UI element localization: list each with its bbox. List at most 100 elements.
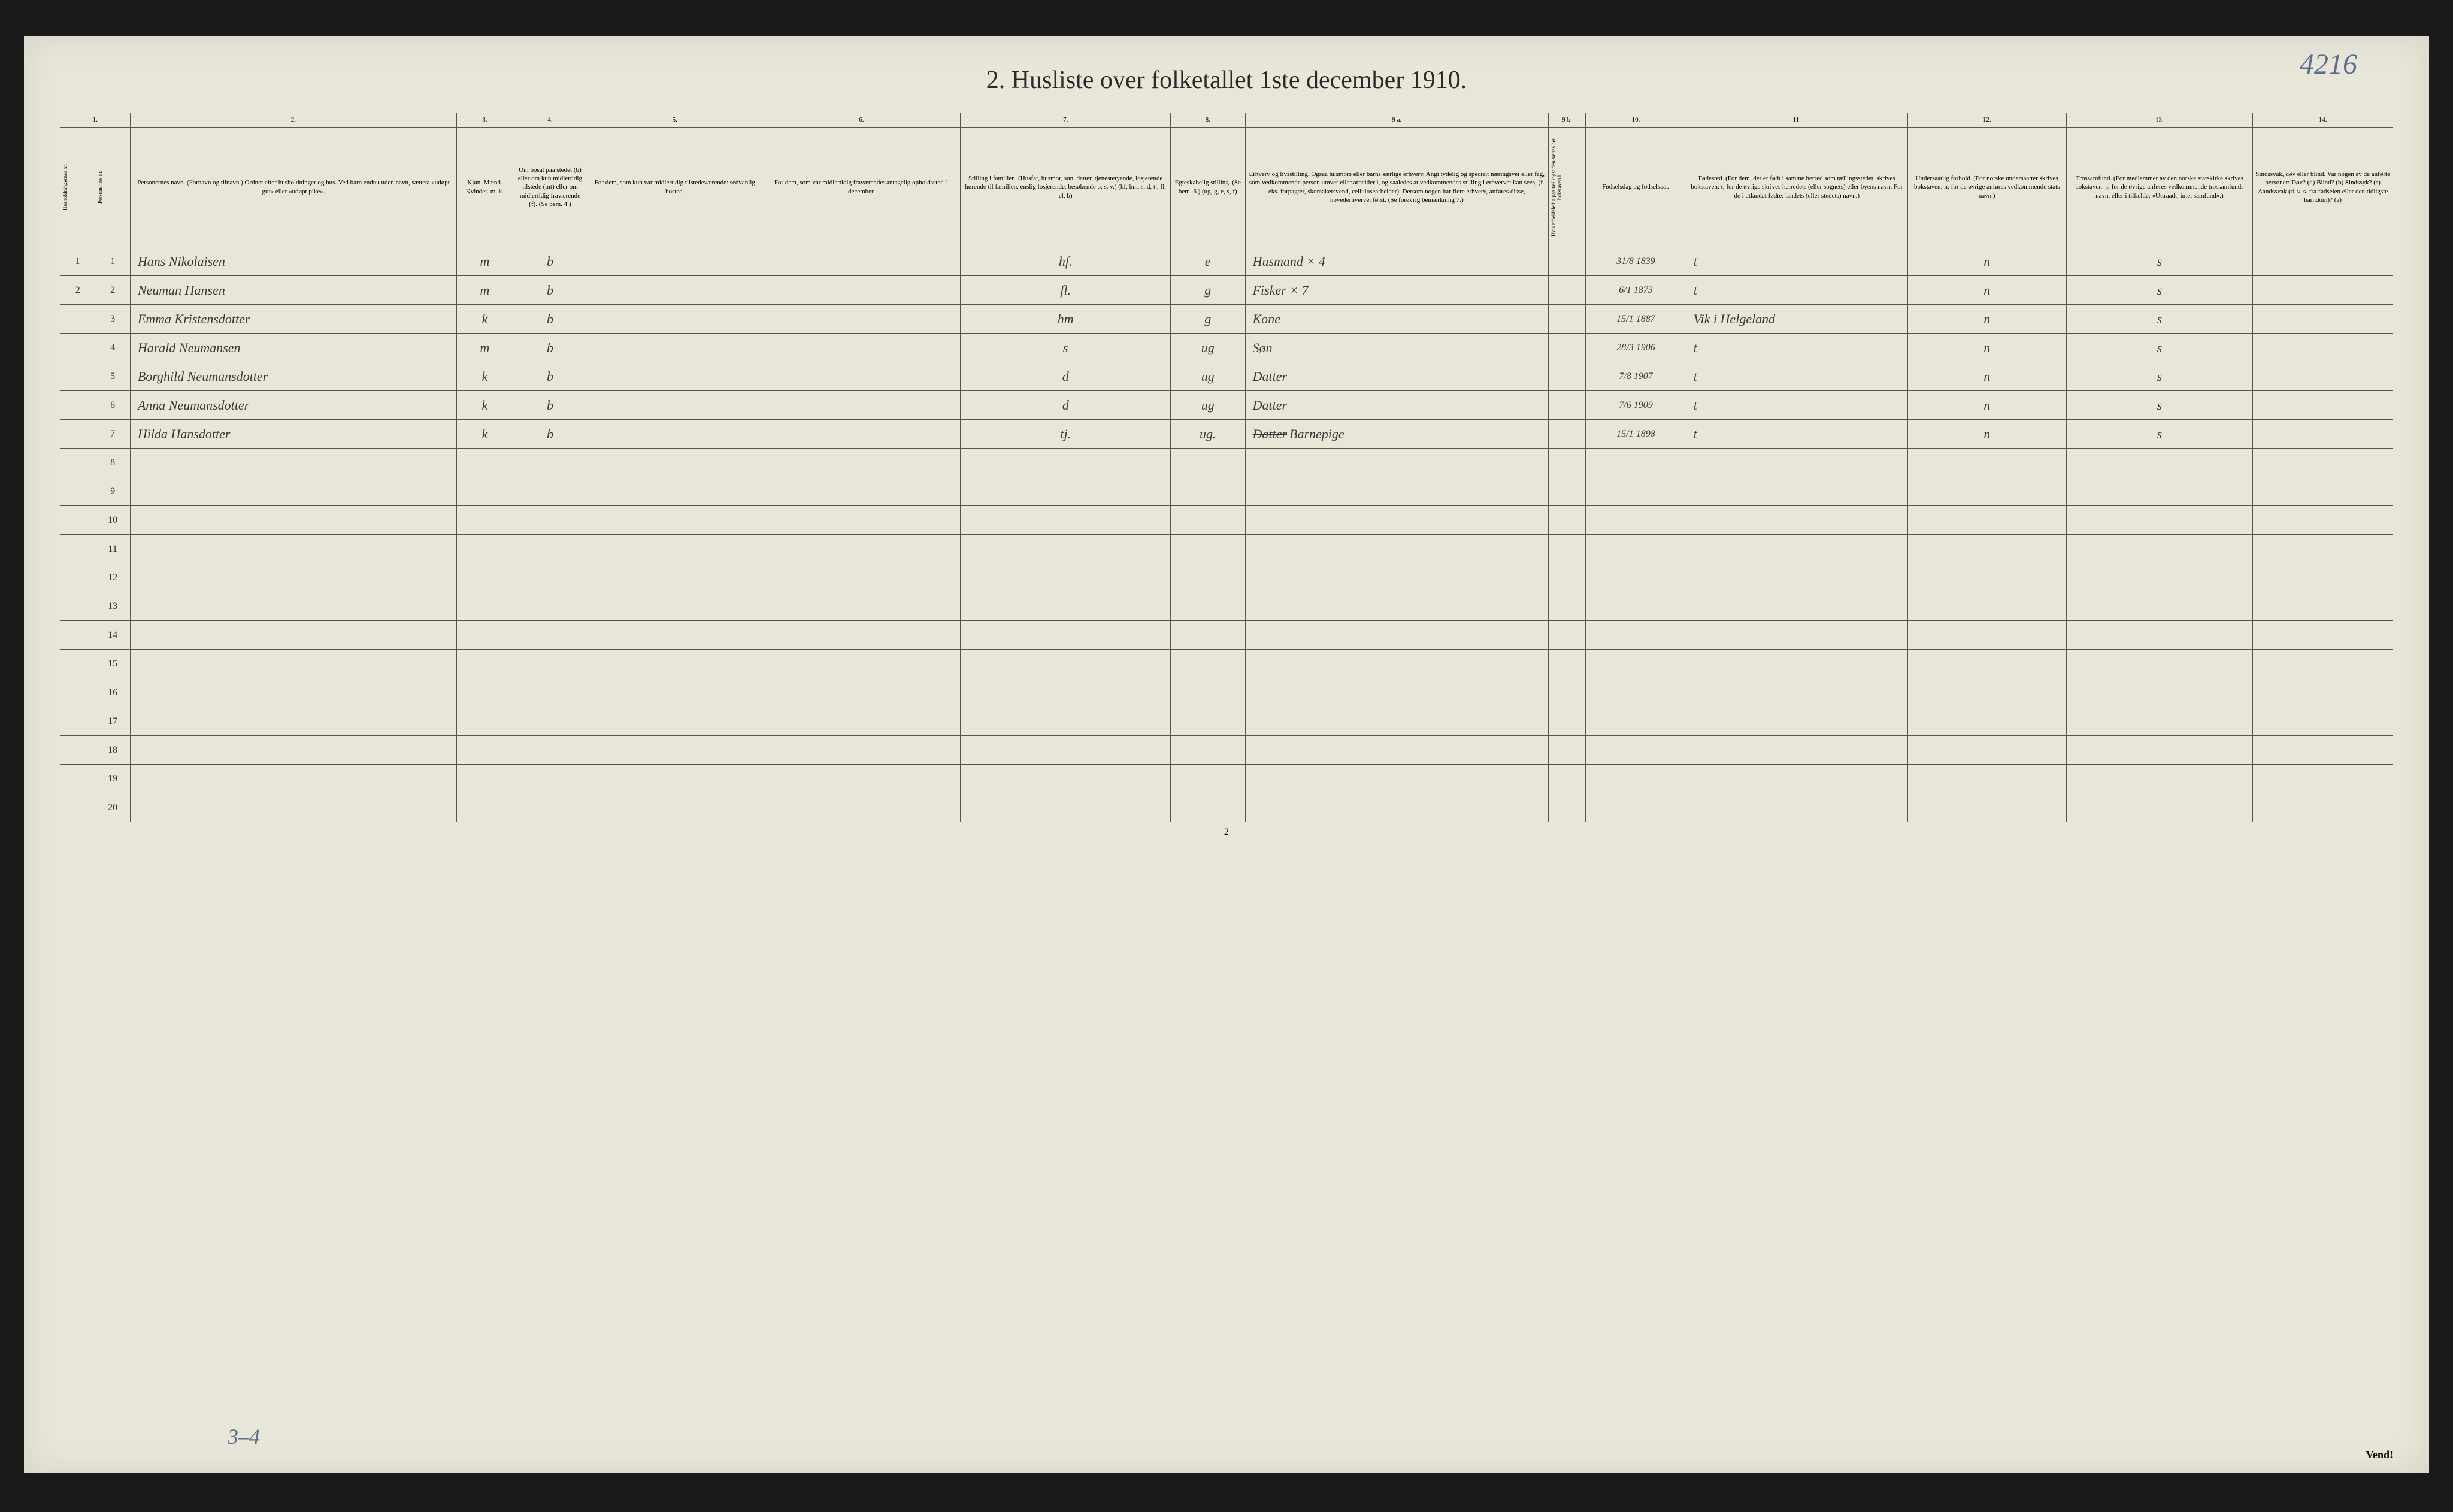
cell-nationality xyxy=(1907,650,2066,678)
cell-religion xyxy=(2066,650,2253,678)
cell-birthdate xyxy=(1586,621,1686,650)
cell-col5 xyxy=(587,305,762,334)
cell-sex: m xyxy=(457,276,513,305)
cell-disability xyxy=(2253,449,2393,477)
cell-residence xyxy=(513,793,587,822)
table-row: 7Hilda Hansdotterkbtj.ug.DatterBarnepige… xyxy=(60,420,2393,449)
cell-residence: b xyxy=(513,247,587,276)
cell-occupation: Datter xyxy=(1245,362,1548,391)
cell-sex: k xyxy=(457,362,513,391)
hdr-temp-absent: For dem, som var midlertidig fraværende:… xyxy=(762,128,961,247)
cell-col6 xyxy=(762,276,961,305)
census-table: 1. 2. 3. 4. 5. 6. 7. 8. 9 a. 9 b. 10. 11… xyxy=(60,113,2393,822)
table-row: 9 xyxy=(60,477,2393,506)
cell-nationality: n xyxy=(1907,420,2066,449)
cell-birthdate xyxy=(1586,592,1686,621)
cell-disability xyxy=(2253,276,2393,305)
cell-unemployed xyxy=(1548,707,1585,736)
cell-name xyxy=(130,592,456,621)
cell-birthdate: 15/1 1887 xyxy=(1586,305,1686,334)
cell-disability xyxy=(2253,707,2393,736)
cell-nationality xyxy=(1907,563,2066,592)
cell-name: Hans Nikolaisen xyxy=(130,247,456,276)
cell-nationality: n xyxy=(1907,305,2066,334)
cell-occupation xyxy=(1245,563,1548,592)
cell-family-position xyxy=(961,477,1171,506)
cell-sex xyxy=(457,621,513,650)
cell-person-nr: 4 xyxy=(95,334,130,362)
cell-disability xyxy=(2253,765,2393,793)
cell-birthdate xyxy=(1586,650,1686,678)
cell-person-nr: 17 xyxy=(95,707,130,736)
cell-birthdate xyxy=(1586,535,1686,563)
colnum-11: 11. xyxy=(1686,113,1907,128)
cell-household-nr xyxy=(60,765,95,793)
cell-col6 xyxy=(762,334,961,362)
cell-col6 xyxy=(762,563,961,592)
cell-religion: s xyxy=(2066,247,2253,276)
cell-occupation xyxy=(1245,449,1548,477)
cell-birthdate xyxy=(1586,793,1686,822)
cell-sex xyxy=(457,477,513,506)
cell-birthdate xyxy=(1586,477,1686,506)
hdr-nationality: Undersaatlig forhold. (For norske unders… xyxy=(1907,128,2066,247)
cell-religion xyxy=(2066,506,2253,535)
cell-unemployed xyxy=(1548,276,1585,305)
hdr-disability: Sindssvak, døv eller blind. Var nogen av… xyxy=(2253,128,2393,247)
cell-marital: e xyxy=(1170,247,1245,276)
table-row: 5Borghild NeumansdotterkbdugDatter7/8 19… xyxy=(60,362,2393,391)
cell-occupation: Fisker × 7 xyxy=(1245,276,1548,305)
cell-family-position xyxy=(961,736,1171,765)
cell-col5 xyxy=(587,621,762,650)
cell-birthdate: 28/3 1906 xyxy=(1586,334,1686,362)
cell-person-nr: 12 xyxy=(95,563,130,592)
cell-unemployed xyxy=(1548,736,1585,765)
cell-col6 xyxy=(762,305,961,334)
cell-name xyxy=(130,678,456,707)
cell-family-position xyxy=(961,592,1171,621)
cell-religion xyxy=(2066,535,2253,563)
cell-marital xyxy=(1170,563,1245,592)
cell-person-nr: 14 xyxy=(95,621,130,650)
cell-name: Harald Neumansen xyxy=(130,334,456,362)
cell-residence xyxy=(513,678,587,707)
cell-nationality: n xyxy=(1907,334,2066,362)
cell-household-nr xyxy=(60,621,95,650)
cell-household-nr xyxy=(60,334,95,362)
cell-marital: ug xyxy=(1170,391,1245,420)
cell-name xyxy=(130,621,456,650)
cell-birthdate xyxy=(1586,765,1686,793)
cell-birthdate: 31/8 1839 xyxy=(1586,247,1686,276)
cell-marital: ug. xyxy=(1170,420,1245,449)
cell-birthplace xyxy=(1686,793,1907,822)
cell-col5 xyxy=(587,276,762,305)
cell-household-nr xyxy=(60,362,95,391)
cell-birthdate xyxy=(1586,707,1686,736)
cell-person-nr: 2 xyxy=(95,276,130,305)
cell-sex xyxy=(457,707,513,736)
cell-occupation xyxy=(1245,736,1548,765)
table-body: 11Hans Nikolaisenmbhf.eHusmand × 431/8 1… xyxy=(60,247,2393,822)
hdr-birthdate: Fødselsdag og fødselsaar. xyxy=(1586,128,1686,247)
cell-marital xyxy=(1170,506,1245,535)
cell-birthdate: 7/6 1909 xyxy=(1586,391,1686,420)
cell-residence xyxy=(513,592,587,621)
hdr-temp-present: For dem, som kun var midlertidig tilsted… xyxy=(587,128,762,247)
cell-name: Hilda Hansdotter xyxy=(130,420,456,449)
cell-disability xyxy=(2253,621,2393,650)
cell-sex xyxy=(457,736,513,765)
table-row: 6Anna NeumansdotterkbdugDatter7/6 1909tn… xyxy=(60,391,2393,420)
table-row: 22Neuman Hansenmbfl.gFisker × 76/1 1873t… xyxy=(60,276,2393,305)
cell-religion: s xyxy=(2066,420,2253,449)
cell-person-nr: 11 xyxy=(95,535,130,563)
cell-family-position: hf. xyxy=(961,247,1171,276)
cell-disability xyxy=(2253,391,2393,420)
cell-family-position: hm xyxy=(961,305,1171,334)
cell-birthplace: t xyxy=(1686,276,1907,305)
cell-sex xyxy=(457,449,513,477)
cell-occupation xyxy=(1245,650,1548,678)
cell-col5 xyxy=(587,650,762,678)
cell-birthplace: t xyxy=(1686,391,1907,420)
cell-name xyxy=(130,449,456,477)
table-row: 11 xyxy=(60,535,2393,563)
